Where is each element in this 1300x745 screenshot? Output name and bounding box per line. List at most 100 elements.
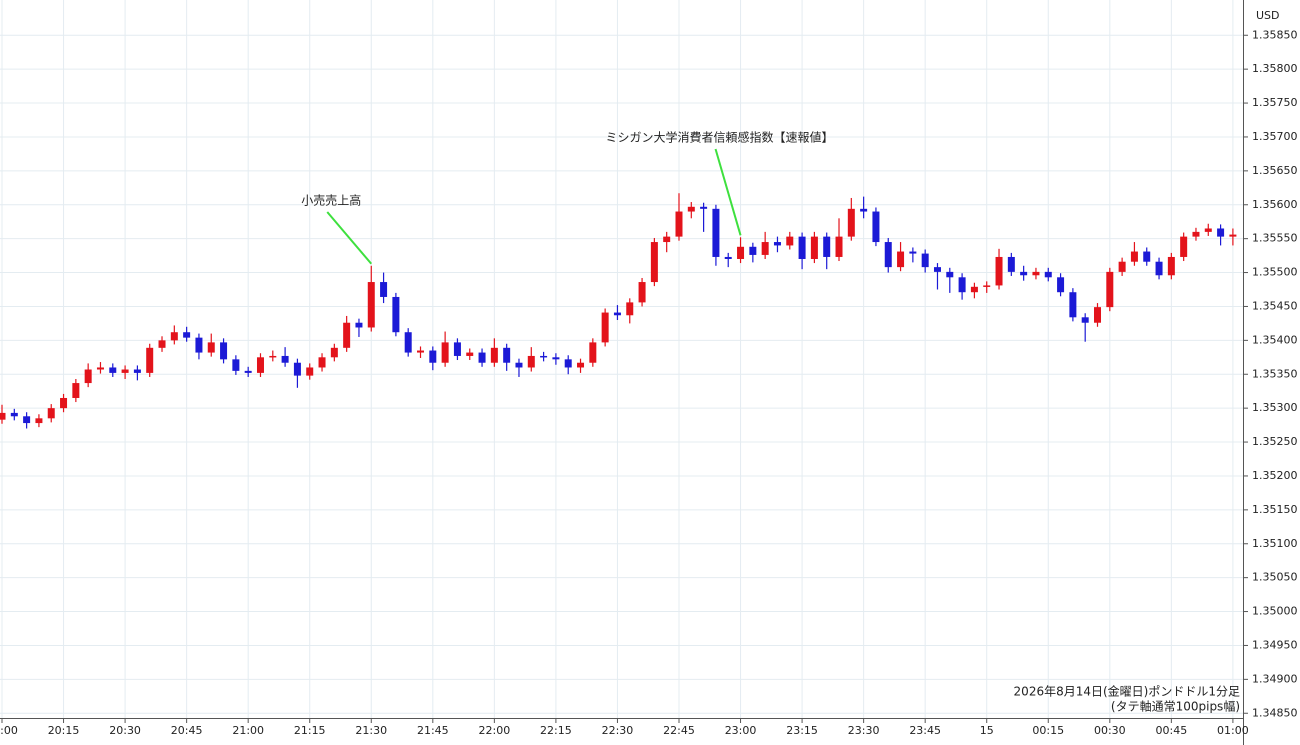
y-tick-label: 1.35300 <box>1252 401 1298 414</box>
y-tick-label: 1.35850 <box>1252 28 1298 41</box>
candle-body <box>527 355 535 368</box>
y-tick-label: 1.35350 <box>1252 367 1298 380</box>
x-tick-label: 23:45 <box>909 724 941 737</box>
candle-body <box>884 242 892 268</box>
candle-body <box>10 412 18 417</box>
candle-body <box>650 242 658 283</box>
y-tick-label: 1.34850 <box>1252 706 1298 719</box>
candle-body <box>749 246 757 255</box>
candle-body <box>478 352 486 363</box>
candle-body <box>330 347 338 358</box>
candle-body <box>626 302 634 316</box>
candle-body <box>232 359 240 371</box>
candle-body <box>1217 228 1225 237</box>
candle-body <box>761 242 769 255</box>
candle-body <box>712 208 720 257</box>
candle-body <box>810 236 818 259</box>
candle-body <box>47 408 55 419</box>
y-tick-label: 1.35700 <box>1252 130 1298 143</box>
annotation-label: 小売売上高 <box>301 193 361 208</box>
x-tick-label: 20:30 <box>109 724 141 737</box>
candle-body <box>995 256 1003 286</box>
y-tick-label: 1.35150 <box>1252 503 1298 516</box>
candle-body <box>564 359 572 368</box>
candle-body <box>367 282 375 328</box>
candle-body <box>121 369 129 373</box>
x-tick-label: 22:15 <box>540 724 572 737</box>
y-tick-label: 1.35650 <box>1252 164 1298 177</box>
x-tick-label: 21:15 <box>294 724 326 737</box>
x-tick-label: 21:45 <box>417 724 449 737</box>
candle-body <box>1020 271 1028 276</box>
x-tick-label: 23:15 <box>786 724 818 737</box>
candle-body <box>207 342 215 353</box>
candle-body <box>724 256 732 259</box>
candle-body <box>909 251 917 254</box>
candle-body <box>183 332 191 338</box>
candle-body <box>613 312 621 316</box>
footnote: 2026年8月14日(金曜日)ポンドドル1分足 <box>1014 684 1240 699</box>
y-tick-label: 1.34900 <box>1252 672 1298 685</box>
x-tick-label: 21:00 <box>232 724 264 737</box>
candle-body <box>244 370 252 373</box>
candle-body <box>306 367 314 376</box>
x-tick-label: 01:00 <box>1217 724 1249 737</box>
x-tick-label: 22:30 <box>602 724 634 737</box>
candle-body <box>860 208 868 212</box>
candle-body <box>1130 251 1138 262</box>
x-tick-label: 22:00 <box>479 724 511 737</box>
annotation-label: ミシガン大学消費者信頼感指数【速報値】 <box>606 130 834 145</box>
candle-body <box>1180 236 1188 257</box>
candle-body <box>786 236 794 246</box>
candle-body <box>343 322 351 348</box>
candle-body <box>798 236 806 259</box>
candle-body <box>417 350 425 353</box>
candle-body <box>1032 271 1040 276</box>
y-tick-label: 1.35050 <box>1252 571 1298 584</box>
y-tick-label: 1.35000 <box>1252 605 1298 618</box>
y-tick-label: 1.35250 <box>1252 435 1298 448</box>
candle-body <box>23 416 31 424</box>
x-tick-label: 20:00 <box>0 724 18 737</box>
candle-body <box>1167 256 1175 276</box>
candle-body <box>577 362 585 368</box>
candle-body <box>404 332 412 353</box>
candle-body <box>700 206 708 209</box>
y-tick-label: 1.35450 <box>1252 299 1298 312</box>
y-tick-label: 1.34950 <box>1252 638 1298 651</box>
candle-body <box>933 267 941 272</box>
candle-body <box>503 347 511 363</box>
candle-body <box>195 337 203 353</box>
candle-body <box>638 282 646 303</box>
y-tick-label: 1.35750 <box>1252 96 1298 109</box>
candle-body <box>737 246 745 259</box>
candle-body <box>1204 228 1212 232</box>
candle-body <box>687 206 695 212</box>
price-axis-panel <box>1243 0 1300 745</box>
y-tick-label: 1.35600 <box>1252 198 1298 211</box>
candle-body <box>835 236 843 257</box>
y-tick-label: 1.35400 <box>1252 333 1298 346</box>
candle-body <box>220 342 228 360</box>
x-tick-label: 20:45 <box>171 724 203 737</box>
x-tick-label: 00:45 <box>1156 724 1188 737</box>
candle-body <box>60 397 68 409</box>
candle-body <box>318 357 326 368</box>
candles <box>0 193 1237 429</box>
x-tick-label: 15 <box>980 724 994 737</box>
candle-body <box>158 340 166 348</box>
candle-body <box>983 285 991 287</box>
candle-body <box>589 342 597 363</box>
x-tick-label: 20:15 <box>48 724 80 737</box>
candle-body <box>281 355 289 363</box>
candle-body <box>847 208 855 237</box>
candle-body <box>1143 251 1151 262</box>
candle-body <box>133 369 141 373</box>
candle-body <box>921 253 929 268</box>
candle-body <box>453 342 461 356</box>
candle-body <box>1229 234 1237 237</box>
candle-body <box>872 211 880 243</box>
candle-body <box>1069 292 1077 318</box>
annotation-pointer <box>714 148 742 236</box>
